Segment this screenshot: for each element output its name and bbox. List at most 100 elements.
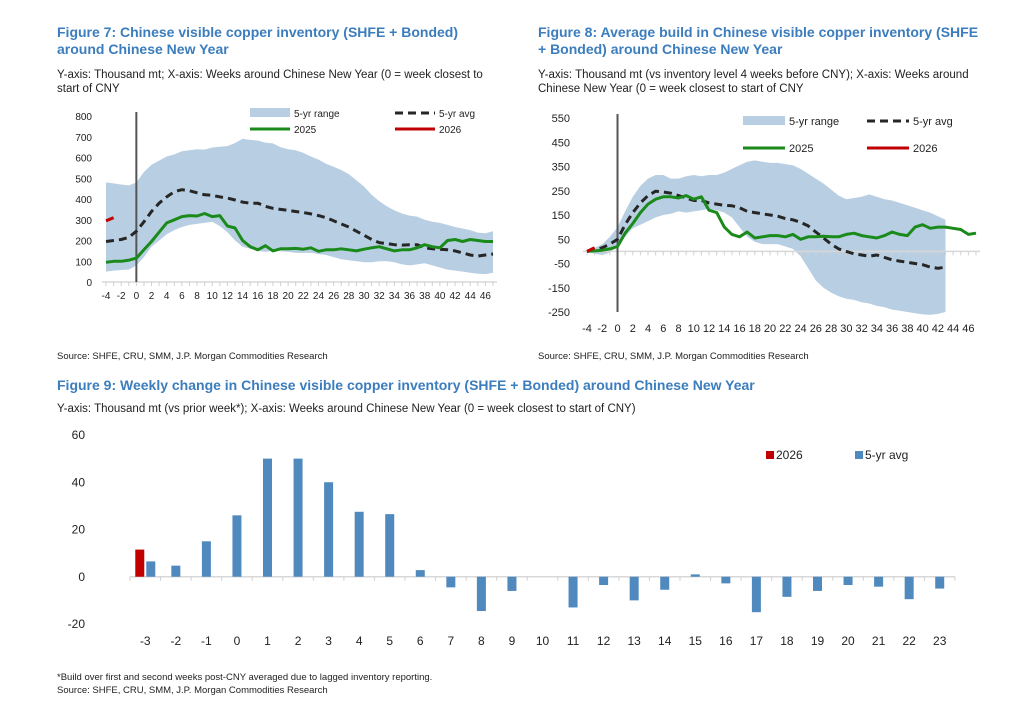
x-tick-label: 23 [933, 634, 947, 648]
bar-5yr-avg [171, 565, 181, 577]
fig8-subtitle: Y-axis: Thousand mt (vs inventory level … [538, 69, 969, 95]
y-tick-label: 400 [75, 195, 92, 206]
y-tick-label: 20 [72, 523, 86, 537]
x-tick-label: 0 [234, 634, 241, 648]
y-tick-label: -250 [548, 307, 570, 319]
legend-label: 2025 [294, 125, 317, 136]
y-tick-label: 300 [75, 216, 92, 227]
fig7-title: Figure 7: Chinese visible copper invento… [57, 24, 459, 57]
x-tick-label: 36 [404, 291, 416, 302]
x-tick-label: 14 [658, 634, 672, 648]
line-2026 [105, 216, 115, 223]
avg-line [586, 189, 946, 270]
y-tick-label: 150 [552, 210, 570, 222]
y-tick-label: 60 [72, 428, 86, 442]
x-tick-label: 30 [358, 291, 370, 302]
x-tick-label: 8 [675, 323, 681, 335]
x-tick-label: 42 [932, 323, 944, 335]
bar-5yr-avg [201, 541, 211, 577]
x-tick-label: 1 [264, 634, 271, 648]
bar-5yr-avg [721, 576, 731, 584]
fig7-source: Source: SHFE, CRU, SMM, J.P. Morgan Comm… [57, 351, 328, 362]
x-tick-label: 0 [614, 323, 620, 335]
bar-5yr-avg [507, 576, 517, 591]
x-tick-label: 11 [567, 634, 580, 648]
y-tick-label: 0 [86, 278, 92, 289]
bar-5yr-avg [263, 458, 272, 577]
x-tick-label: 34 [871, 323, 883, 335]
y-tick-label: 800 [75, 112, 92, 123]
bar-5yr-avg [782, 576, 792, 597]
x-tick-label: 14 [718, 323, 730, 335]
x-tick-label: 16 [252, 291, 264, 302]
line-2026 [586, 246, 596, 253]
x-tick-label: 14 [237, 291, 249, 302]
y-tick-label: -50 [554, 259, 570, 271]
legend-swatch-2026 [766, 451, 774, 459]
x-tick-label: 20 [764, 323, 776, 335]
y-tick-label: 0 [78, 570, 85, 584]
x-tick-label: 22 [779, 323, 791, 335]
fig9-title: Figure 9: Weekly change in Chinese visib… [57, 377, 755, 393]
x-tick-label: 3 [325, 634, 332, 648]
legend-label: 2026 [776, 448, 803, 462]
legend-swatch-range [743, 116, 785, 125]
bar-5yr-avg [232, 515, 242, 577]
y-tick-label: 100 [75, 257, 92, 268]
x-tick-label: 34 [389, 291, 401, 302]
x-tick-label: 21 [872, 634, 886, 648]
x-tick-label: 28 [343, 291, 355, 302]
x-tick-label: 8 [194, 291, 200, 302]
legend-label: 2025 [789, 143, 813, 155]
fig8-source: Source: SHFE, CRU, SMM, J.P. Morgan Comm… [538, 351, 809, 362]
legend-label: 5-yr avg [865, 448, 908, 462]
x-tick-label: 5 [386, 634, 393, 648]
x-tick-label: 12 [222, 291, 234, 302]
legend-label: 5-yr avg [439, 109, 475, 120]
x-tick-label: 6 [179, 291, 185, 302]
bar-5yr-avg [354, 511, 364, 577]
y-tick-label: 200 [75, 237, 92, 248]
y-tick-label: 350 [552, 162, 570, 174]
x-tick-label: 22 [298, 291, 310, 302]
x-tick-label: 4 [645, 323, 651, 335]
avg-line [105, 188, 494, 258]
x-tick-label: 19 [811, 634, 825, 648]
x-tick-label: 22 [902, 634, 916, 648]
bar-5yr-avg [813, 576, 822, 591]
x-tick-label: 38 [901, 323, 913, 335]
x-tick-label: 46 [480, 291, 492, 302]
legend-label: 2026 [439, 125, 462, 136]
x-tick-label: 16 [733, 323, 745, 335]
x-tick-label: 4 [164, 291, 170, 302]
x-tick-label: 32 [855, 323, 867, 335]
x-tick-label: 2 [630, 323, 636, 335]
x-tick-label: 36 [886, 323, 898, 335]
x-tick-label: 38 [419, 291, 431, 302]
y-tick-label: 500 [75, 174, 92, 185]
x-tick-label: 2 [295, 634, 302, 648]
line-2025 [586, 194, 977, 253]
fig7-subtitle: Y-axis: Thousand mt; X-axis: Weeks aroun… [57, 69, 483, 95]
x-tick-label: 12 [597, 634, 611, 648]
x-tick-label: 18 [267, 291, 279, 302]
x-tick-label: -4 [582, 323, 592, 335]
y-tick-label: -150 [548, 283, 570, 295]
bar-5yr-avg [476, 576, 486, 612]
x-tick-label: 10 [207, 291, 219, 302]
x-tick-label: -2 [170, 634, 181, 648]
x-tick-label: 24 [313, 291, 325, 302]
bar-5yr-avg [293, 458, 303, 577]
x-tick-label: 44 [465, 291, 477, 302]
x-tick-label: 30 [840, 323, 852, 335]
legend-swatch-range [250, 108, 290, 117]
x-tick-label: 26 [328, 291, 340, 302]
bar-5yr-avg [599, 576, 609, 586]
y-tick-label: 40 [72, 475, 86, 489]
bar-5yr-avg [146, 561, 156, 577]
x-tick-label: 4 [356, 634, 363, 648]
x-tick-label: 26 [810, 323, 822, 335]
